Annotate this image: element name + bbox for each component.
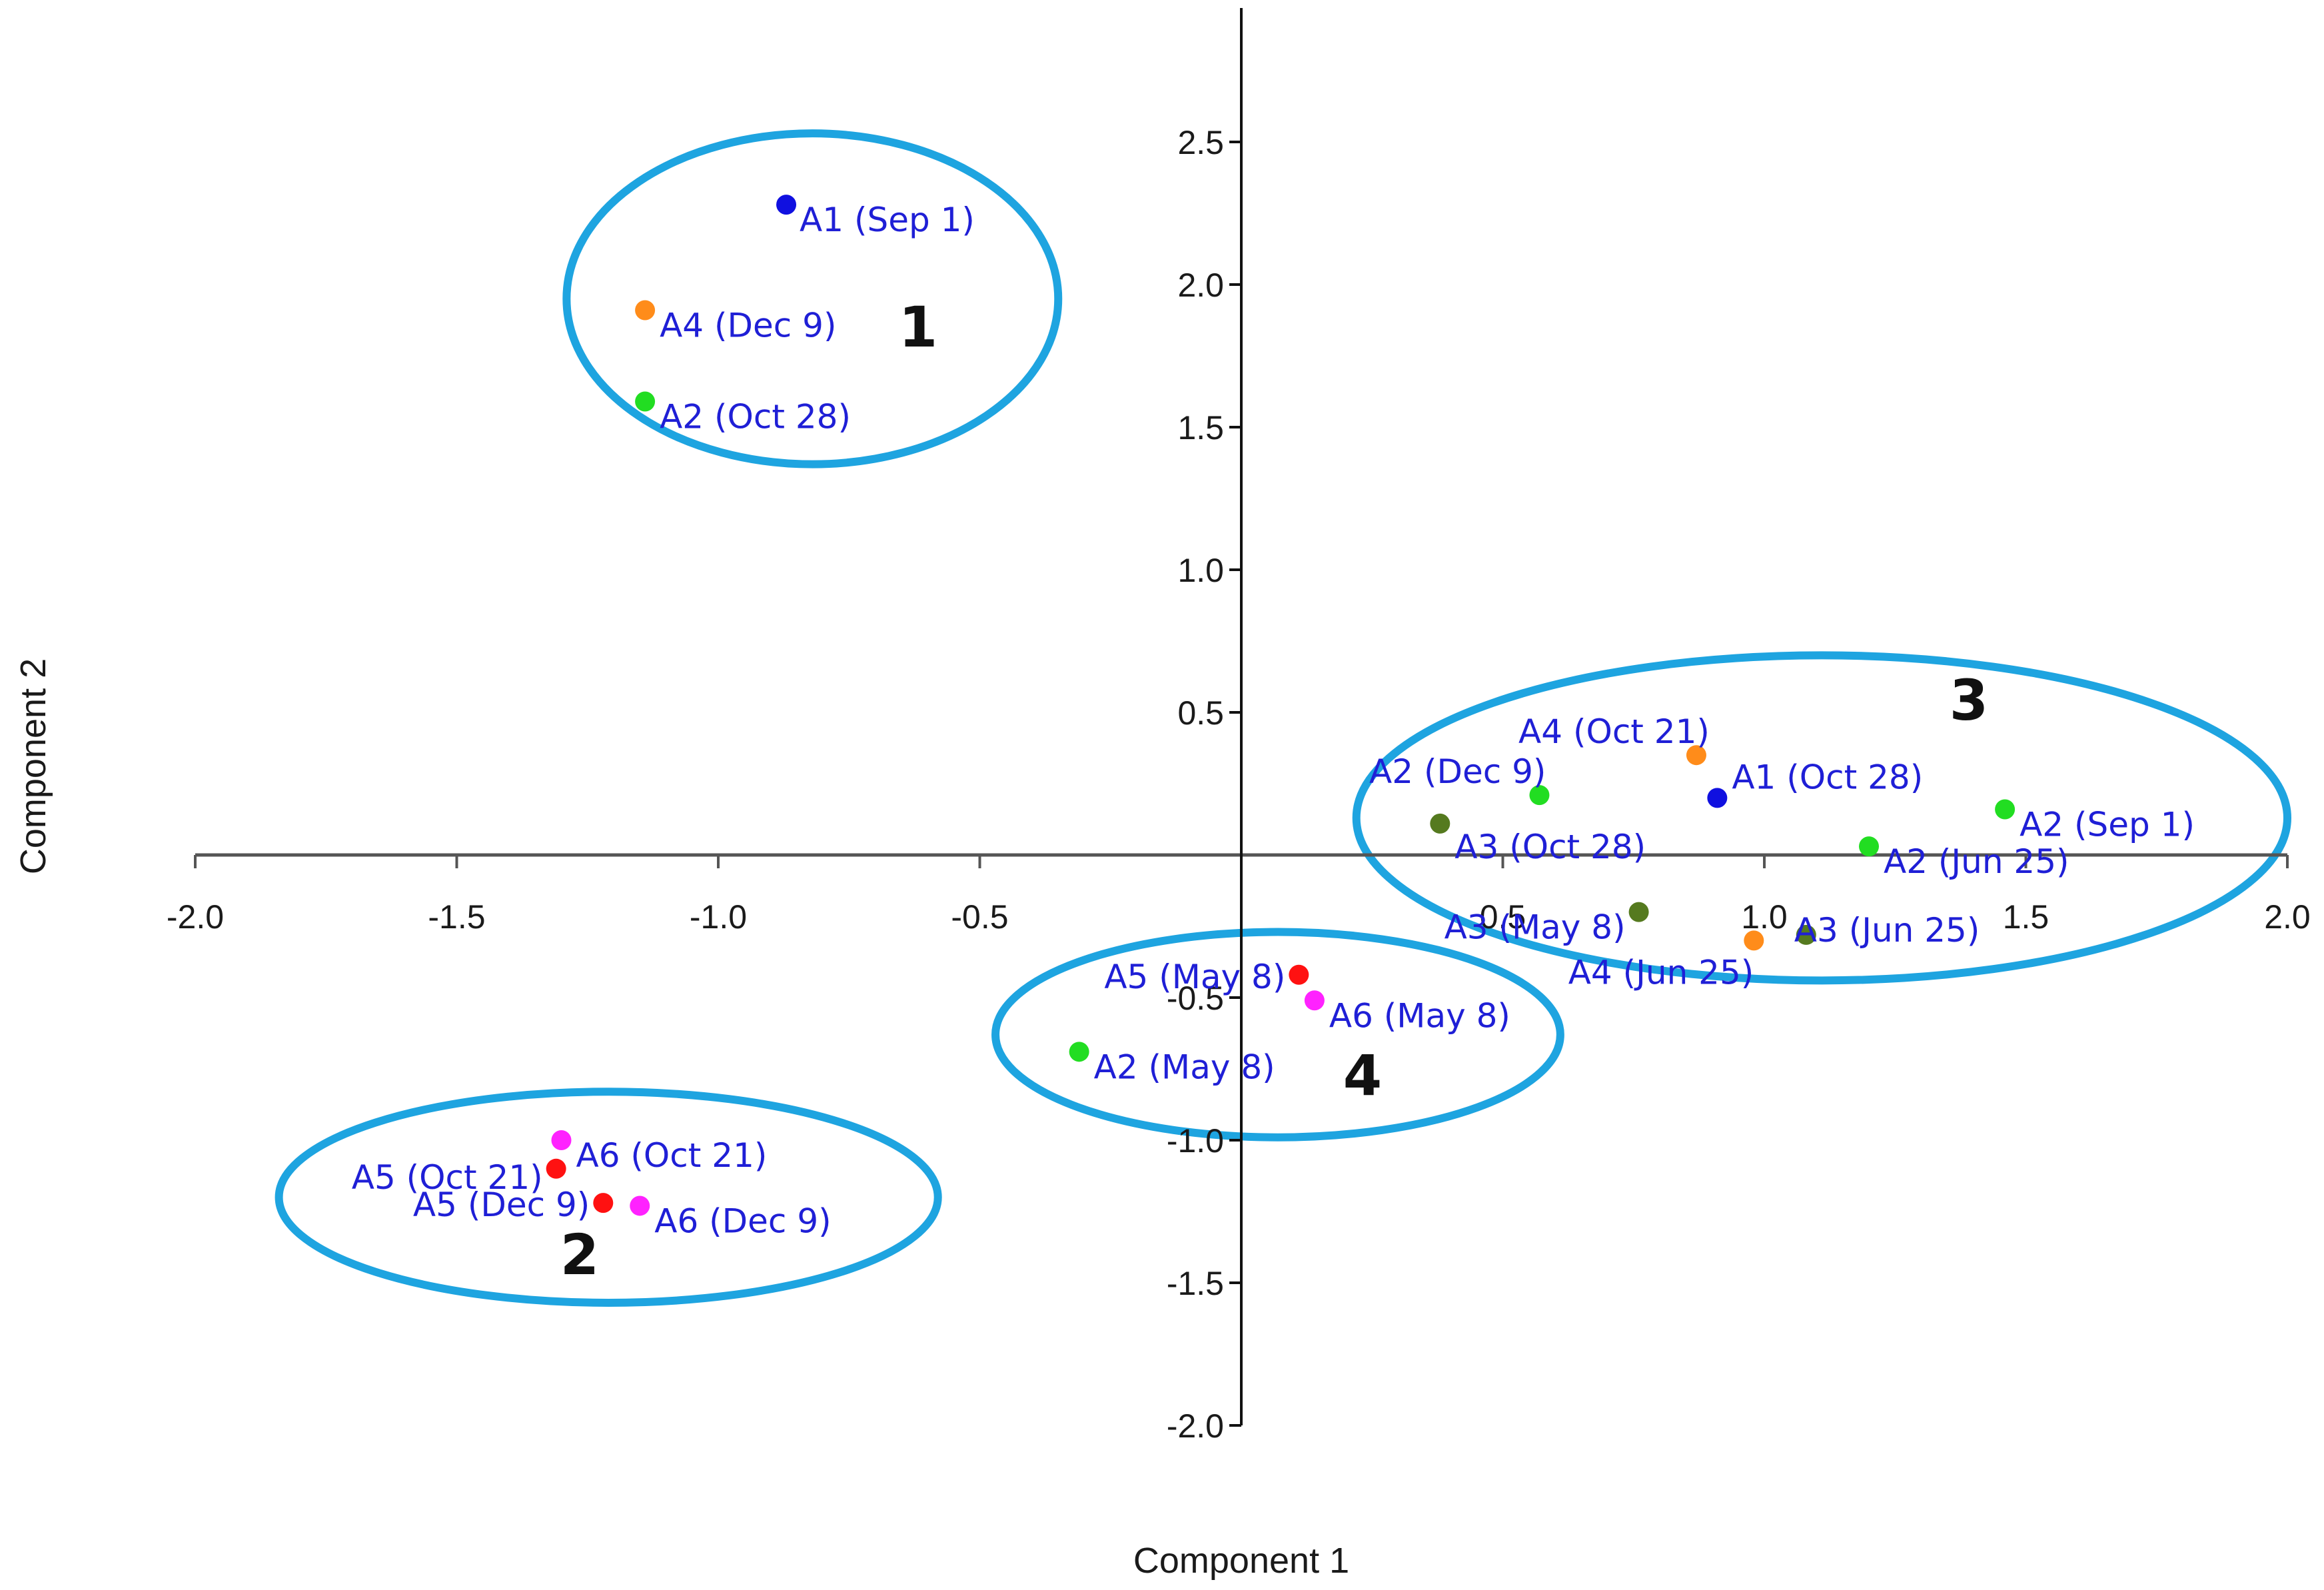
y-tick-label: 1.0: [1177, 552, 1224, 589]
point-label: A2 (Sep 1): [2020, 806, 2195, 844]
x-tick-label: 1.5: [2003, 898, 2049, 936]
data-point: [1707, 788, 1728, 808]
cluster-label-4: 4: [1343, 1043, 1382, 1108]
point-label: A6 (Oct 21): [576, 1136, 768, 1175]
cluster-ellipse-2: [275, 1088, 942, 1307]
y-tick-label: -2.0: [1167, 1407, 1224, 1445]
point-label: A5 (May 8): [1104, 958, 1285, 996]
point-label: A3 (Jun 25): [1794, 911, 1980, 950]
data-point: [1529, 785, 1550, 806]
point-label: A4 (Jun 25): [1568, 953, 1754, 992]
cluster-ellipse-3: [1352, 651, 2292, 985]
axes: -2.0 -1.5 -1.0 -0.5 0.5 1.0 1.5 2.0 2.5 2.0 1.5 1.0…: [167, 8, 2311, 1445]
y-tick-label: -0.5: [1167, 980, 1224, 1017]
y-tick-label: 1.5: [1177, 409, 1224, 446]
point-label: A3 (Oct 28): [1454, 828, 1646, 866]
point-label: A6 (Dec 9): [654, 1201, 831, 1240]
point-label: A1 (Sep 1): [800, 201, 975, 239]
y-tick-label: 0.5: [1177, 694, 1224, 732]
point-label: A2 (May 8): [1094, 1048, 1275, 1086]
data-point: [1289, 964, 1309, 985]
data-point: [635, 391, 656, 412]
data-point: [1628, 902, 1649, 922]
point-label: A3 (May 8): [1445, 908, 1626, 947]
y-tick-label: 2.5: [1177, 124, 1224, 161]
cluster-ellipse-1: [562, 129, 1063, 468]
cluster-label-2: 2: [560, 1222, 599, 1287]
data-point: [1796, 924, 1816, 945]
data-point: [635, 300, 656, 321]
data-point: [546, 1158, 566, 1179]
x-axis-title: Component 1: [1133, 1541, 1349, 1581]
data-point: [593, 1193, 614, 1213]
y-tick-label: -1.0: [1167, 1122, 1224, 1160]
x-tick-label: -2.0: [167, 898, 224, 936]
data-point: [1069, 1042, 1089, 1062]
x-tick-label: -0.5: [951, 898, 1008, 936]
data-point: [1744, 930, 1764, 951]
data-points: [546, 195, 2016, 1216]
point-label: A6 (May 8): [1329, 996, 1510, 1035]
point-labels: A1 (Sep 1) A4 (Dec 9) A2 (Oct 28) A4 (Oct 2…: [352, 201, 2195, 1240]
data-point: [630, 1195, 650, 1216]
point-label: A5 (Oct 21): [352, 1158, 543, 1197]
cluster-label-1: 1: [899, 295, 937, 360]
cluster-labels: 1 2 3 4: [560, 295, 1988, 1287]
point-label: A2 (Jun 25): [1884, 842, 2069, 881]
x-tick-label: 0.5: [1480, 898, 1526, 936]
data-point: [776, 195, 797, 215]
point-label: A2 (Dec 9): [1369, 752, 1546, 791]
data-point: [1430, 813, 1451, 834]
cluster-ellipses: [275, 129, 2292, 1307]
data-point: [551, 1130, 572, 1150]
cluster-label-3: 3: [1950, 668, 1988, 733]
data-point: [1859, 836, 1879, 857]
data-point: [1686, 745, 1706, 766]
x-tick-label: 1.0: [1741, 898, 1788, 936]
x-tick-label: -1.0: [690, 898, 747, 936]
point-label: A4 (Oct 21): [1518, 712, 1710, 751]
y-tick-label: -1.5: [1167, 1265, 1224, 1302]
y-axis-title: Component 2: [13, 658, 53, 874]
x-tick-label: 2.0: [2264, 898, 2311, 936]
point-label: A4 (Dec 9): [660, 307, 836, 345]
point-label: A2 (Oct 28): [660, 397, 851, 436]
cluster-ellipse-4: [991, 928, 1564, 1142]
data-point: [1304, 990, 1325, 1011]
y-tick-label: 2.0: [1177, 267, 1224, 304]
data-point: [1995, 799, 2016, 820]
x-tick-label: -1.5: [428, 898, 485, 936]
point-label: A5 (Dec 9): [413, 1186, 590, 1224]
point-label: A1 (Oct 28): [1732, 758, 1923, 796]
